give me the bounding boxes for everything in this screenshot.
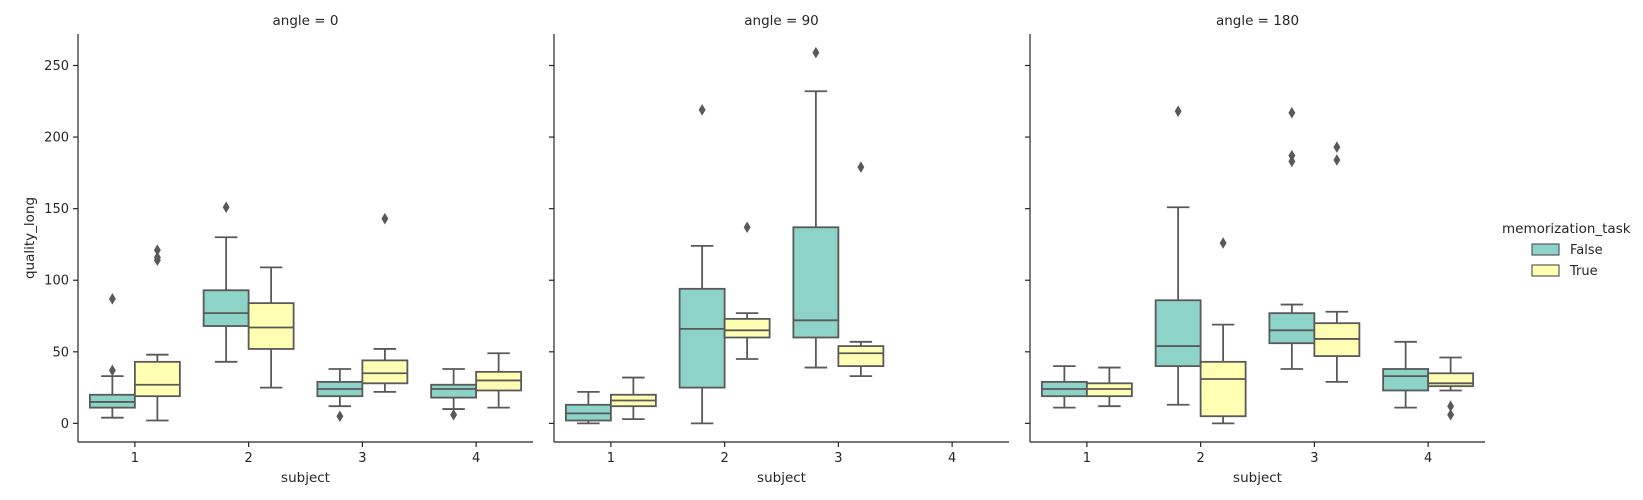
legend-label: False: [1570, 243, 1603, 258]
outlier-point: [336, 410, 344, 423]
outlier-point: [812, 46, 820, 59]
box-group: [88, 293, 136, 419]
box-group: [723, 221, 771, 360]
outlier-point: [857, 161, 865, 173]
panel-title: angle = 0: [273, 13, 339, 29]
legend-swatch: [1531, 243, 1560, 256]
outlier-point: [698, 104, 706, 116]
legend-swatch: [1531, 264, 1560, 277]
x-tick-label: 3: [1310, 451, 1318, 466]
box-group: [1040, 365, 1088, 409]
y-tick-label: 100: [44, 274, 69, 289]
outlier-point: [153, 251, 161, 264]
x-axis-label: subject: [281, 470, 330, 486]
y-tick-label: 250: [44, 59, 69, 74]
outlier-point: [1333, 141, 1341, 153]
x-tick-label: 1: [607, 451, 615, 466]
facet-panel: angle = 0 0 50 100 150 200 250 1 2 3 4 subject quali…: [22, 13, 533, 486]
y-tick-label: 150: [44, 202, 69, 217]
box-group: [475, 352, 523, 409]
box-iqr: [1427, 372, 1475, 388]
box-group: [1199, 237, 1247, 425]
x-tick-label: 4: [948, 451, 956, 466]
box-iqr: [792, 226, 840, 339]
panel-title: angle = 90: [744, 13, 819, 29]
box-group: [1085, 366, 1133, 408]
x-tick-label: 3: [834, 451, 842, 466]
outlier-point: [1288, 149, 1296, 162]
box-iqr: [1199, 360, 1247, 418]
box-group: [792, 46, 840, 369]
outlier-point: [450, 409, 458, 421]
x-tick-label: 1: [131, 451, 139, 466]
box-iqr: [678, 287, 726, 389]
outlier-point: [1447, 400, 1455, 412]
outlier-point: [743, 221, 751, 234]
box-group: [609, 376, 657, 420]
box-iqr: [133, 360, 181, 398]
box-group: [837, 161, 885, 378]
box-iqr: [247, 302, 295, 350]
box-group: [1313, 141, 1361, 383]
box-iqr: [202, 289, 250, 327]
y-tick-label: 50: [52, 345, 69, 360]
box-group: [1427, 356, 1475, 421]
box-group: [1382, 340, 1430, 409]
outlier-point: [1288, 106, 1296, 119]
y-tick-label: 200: [44, 131, 69, 146]
y-axis-label: quality_long: [22, 197, 38, 279]
box-iqr: [837, 345, 885, 368]
x-tick-label: 4: [1424, 451, 1432, 466]
x-axis-label: subject: [757, 470, 806, 486]
box-group: [564, 390, 612, 425]
box-iqr: [1382, 368, 1430, 392]
box-iqr: [430, 383, 478, 399]
box-group: [202, 201, 250, 363]
box-iqr: [1154, 299, 1202, 368]
legend-label: True: [1569, 264, 1598, 279]
facet-panel: angle = 180 1 2 3 4 subject: [1025, 13, 1485, 486]
x-tick-label: 3: [358, 451, 366, 466]
outlier-point: [108, 364, 116, 377]
x-tick-label: 2: [244, 451, 252, 466]
x-tick-label: 2: [720, 451, 728, 466]
x-tick-label: 4: [472, 451, 480, 466]
y-tick-label: 0: [61, 417, 69, 432]
outlier-point: [1333, 154, 1341, 166]
outlier-point: [222, 201, 230, 213]
box-group: [1154, 105, 1202, 406]
x-tick-label: 2: [1196, 451, 1204, 466]
box-group: [316, 368, 364, 423]
box-iqr: [1268, 312, 1316, 345]
outlier-point: [1174, 105, 1182, 118]
facet-panel: angle = 90 1 2 3 4 subject: [549, 13, 1009, 486]
outlier-point: [381, 212, 389, 225]
box-iqr: [723, 317, 771, 339]
box-group: [247, 266, 295, 389]
legend: memorization_task False True: [1502, 221, 1631, 279]
panel-title: angle = 180: [1216, 13, 1299, 29]
box-group: [678, 104, 726, 425]
x-tick-label: 1: [1083, 451, 1091, 466]
outlier-point: [108, 293, 116, 305]
x-axis-label: subject: [1233, 470, 1282, 486]
box-group: [361, 212, 409, 393]
outlier-point: [1447, 409, 1455, 421]
legend-title: memorization_task: [1502, 221, 1631, 237]
outlier-point: [153, 244, 161, 256]
box-group: [133, 244, 181, 422]
box-group: [430, 368, 478, 421]
box-group: [1268, 106, 1316, 370]
box-iqr: [361, 359, 409, 385]
outlier-point: [1219, 237, 1227, 249]
